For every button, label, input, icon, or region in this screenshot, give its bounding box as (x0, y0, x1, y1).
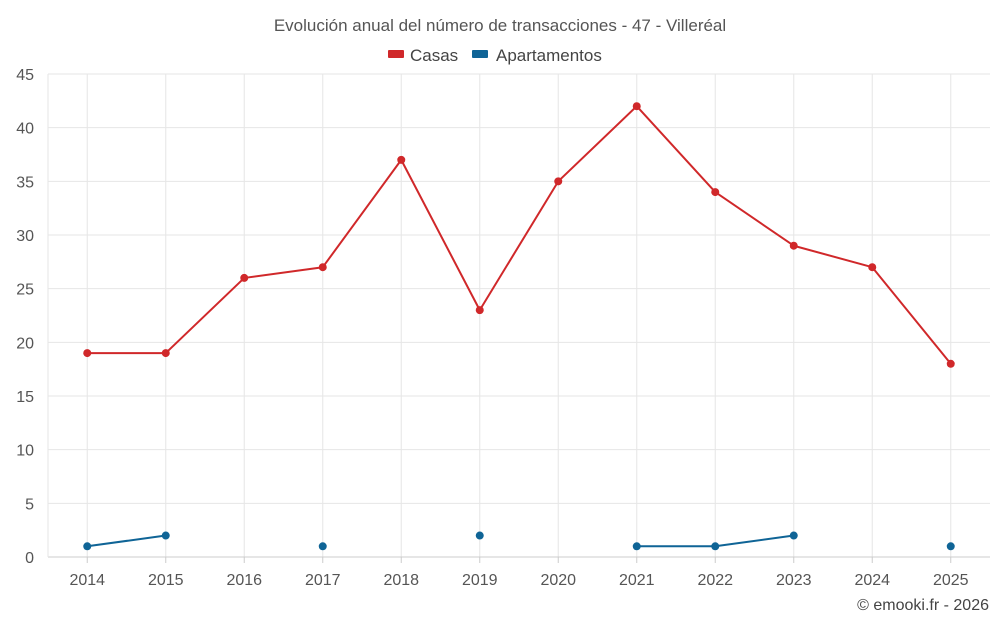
data-point-casas[interactable] (632, 102, 641, 111)
x-tick-label: 2022 (697, 572, 733, 589)
data-point-casas[interactable] (318, 263, 327, 272)
data-point-casas[interactable] (946, 359, 955, 368)
series-lines (83, 102, 955, 551)
data-point-casas[interactable] (711, 188, 720, 197)
x-tick-label: 2017 (305, 572, 341, 589)
data-point-apartamentos[interactable] (946, 542, 955, 551)
y-tick-label: 25 (16, 282, 34, 299)
legend-swatch-casas (388, 50, 404, 58)
data-point-casas[interactable] (789, 241, 798, 250)
y-tick-label: 20 (16, 335, 34, 352)
legend-item-apartamentos[interactable]: Apartamentos (472, 46, 602, 65)
y-tick-label: 45 (16, 67, 34, 84)
x-tick-label: 2018 (383, 572, 419, 589)
x-tick-label: 2023 (776, 572, 812, 589)
legend-label-apartamentos: Apartamentos (496, 46, 602, 65)
grid-lines (48, 73, 990, 557)
y-tick-label: 40 (16, 121, 34, 138)
data-point-casas[interactable] (83, 349, 92, 358)
data-point-casas[interactable] (475, 306, 484, 315)
x-tick-label: 2024 (854, 572, 890, 589)
data-point-apartamentos[interactable] (83, 542, 92, 551)
y-tick-label: 5 (25, 496, 34, 513)
x-tick-label: 2019 (462, 572, 498, 589)
y-tick-label: 15 (16, 389, 34, 406)
legend: Casas Apartamentos (388, 46, 602, 65)
data-point-apartamentos[interactable] (318, 542, 327, 551)
data-point-casas[interactable] (240, 273, 249, 282)
y-tick-label: 10 (16, 443, 34, 460)
data-point-apartamentos[interactable] (711, 542, 720, 551)
data-point-apartamentos[interactable] (161, 531, 170, 540)
data-point-apartamentos[interactable] (789, 531, 798, 540)
legend-item-casas[interactable]: Casas (388, 46, 458, 65)
series-line-casas (87, 105, 952, 365)
credit-text: © emooki.fr - 2026 (857, 597, 989, 614)
x-tick-label: 2015 (148, 572, 184, 589)
data-point-casas[interactable] (161, 349, 170, 358)
data-point-apartamentos[interactable] (475, 531, 484, 540)
legend-label-casas: Casas (410, 46, 458, 65)
x-tick-label: 2016 (226, 572, 262, 589)
series-line-apartamentos (87, 534, 166, 548)
x-tick-label: 2025 (933, 572, 969, 589)
x-tick-label: 2014 (69, 572, 105, 589)
y-tick-label: 0 (25, 550, 34, 567)
axes (47, 74, 990, 563)
y-tick-label: 30 (16, 228, 34, 245)
legend-swatch-apartamentos (472, 50, 488, 58)
y-tick-label: 35 (16, 174, 34, 191)
data-point-casas[interactable] (554, 177, 563, 186)
data-point-casas[interactable] (397, 155, 406, 164)
data-point-casas[interactable] (868, 263, 877, 272)
data-point-apartamentos[interactable] (632, 542, 641, 551)
x-tick-label: 2020 (540, 572, 576, 589)
chart-title: Evolución anual del número de transaccio… (274, 16, 726, 35)
x-tick-label: 2021 (619, 572, 655, 589)
